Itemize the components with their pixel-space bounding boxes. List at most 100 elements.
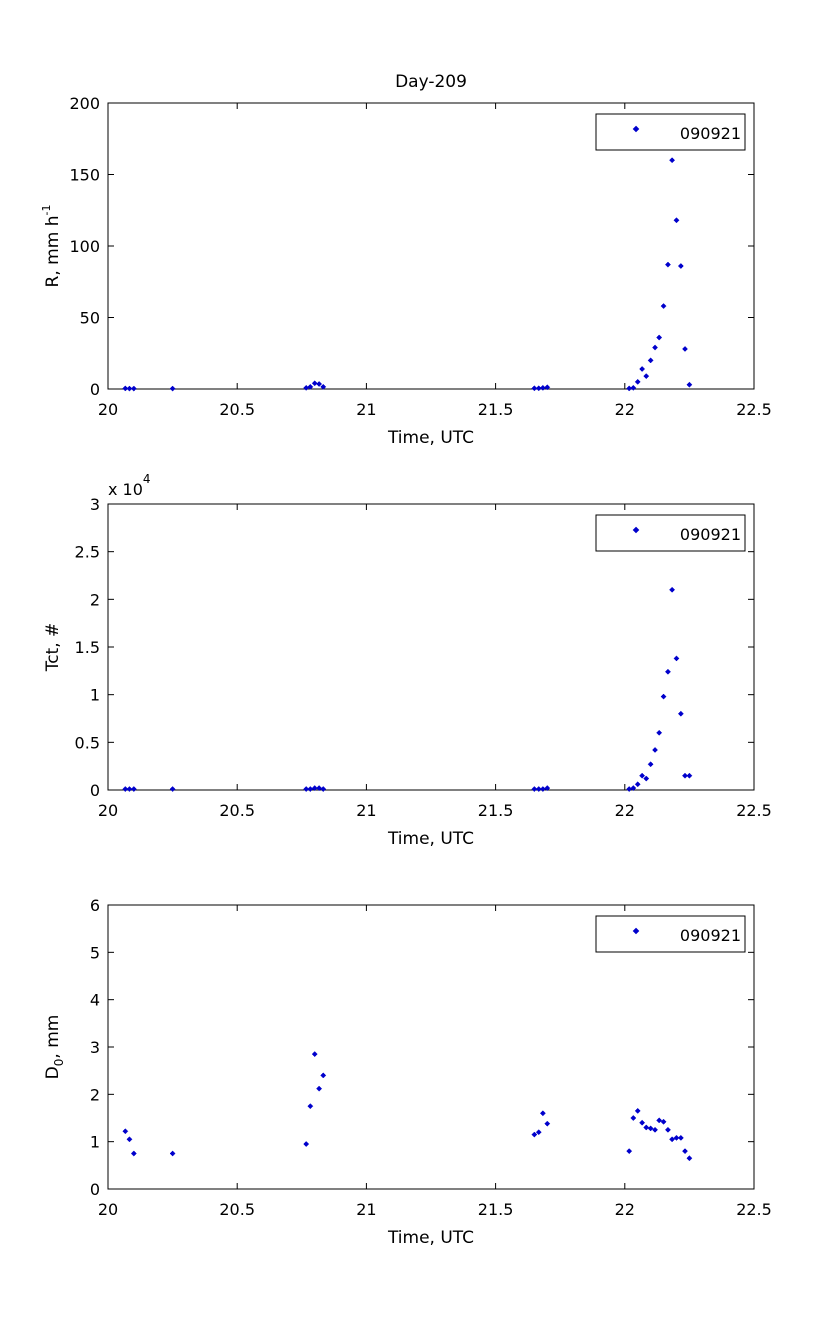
data-point [682,772,688,779]
y-tick-label: 2.5 [75,543,100,562]
data-point [643,775,650,782]
data-point [531,1131,538,1138]
legend: 090921 [595,915,746,953]
x-tick-label: 21.5 [478,400,514,419]
data-point [535,786,542,793]
y-tick-label: 0 [90,380,100,399]
data-point [311,1051,318,1058]
x-tick-label: 22 [615,801,635,820]
x-tick-label: 20.5 [219,400,255,419]
x-tick-label: 21 [356,801,376,820]
data-point [660,693,667,700]
x-tick-label: 20 [98,400,118,419]
data-point [169,786,176,793]
legend-box [595,514,746,552]
data-point [531,786,538,793]
data-point [130,385,137,392]
data-point [639,1119,646,1126]
data-point [122,385,129,392]
data-point [643,373,650,380]
data-point [656,1117,663,1124]
data-point [656,729,663,736]
data-point [652,344,658,351]
data-point [652,747,658,753]
data-point [686,381,693,388]
x-tick-label: 22.5 [736,1200,772,1219]
data-point [303,384,310,391]
y-tick-label: 1 [90,686,100,705]
data-point [126,786,133,793]
data-point [673,655,680,662]
x-axis-label: Time, UTC [387,1228,474,1248]
legend-marker [632,526,640,534]
y-tick-label: 150 [69,166,100,185]
data-point [630,785,637,792]
data-point [660,1118,667,1125]
data-point [673,1134,680,1141]
legend-marker [632,125,640,133]
y-tick-label: 6 [90,896,100,915]
series-090921 [122,1051,693,1162]
y-axis-label: Tct, # [43,623,63,673]
x-tick-label: 22 [615,400,635,419]
data-point [682,1148,688,1155]
data-point [169,385,176,392]
data-point [643,1124,650,1131]
data-point [639,772,646,779]
legend-marker [632,927,640,935]
data-point [311,785,318,792]
data-point [320,786,327,793]
data-point [539,384,546,391]
data-point [664,1126,671,1133]
data-point [664,261,671,268]
data-point [626,1148,633,1155]
data-point [316,1085,323,1092]
series-090921 [122,586,693,793]
legend-label: 090921 [680,926,741,945]
data-point [316,381,323,387]
data-point [126,385,133,392]
y-tick-label: 2 [90,1085,100,1104]
data-point [669,586,676,593]
x-tick-label: 21.5 [478,801,514,820]
data-point [122,786,129,793]
chart-panel-1: 20 20.5 21 21.5 22 22.5 0 50 100 150 200 Time, UTC R… [40,72,772,448]
data-point [130,786,137,793]
data-point [535,1129,542,1136]
data-point [660,303,667,310]
data-point [634,1107,641,1114]
legend-box [595,113,746,151]
data-point [320,1072,327,1079]
data-point [647,1125,654,1132]
y-tick-label: 1 [90,1133,100,1152]
y-tick-label: 0 [90,1180,100,1199]
data-point [634,378,641,385]
data-point [303,786,310,793]
data-point [682,346,688,352]
data-point [626,786,633,793]
data-point [316,785,323,792]
y-tick-label: 5 [90,943,100,962]
data-point [311,380,318,387]
data-point [673,217,680,224]
chart-panel-3: 20 20.5 21 21.5 22 22.5 0 1 2 3 4 5 6 Time, UTC D0, mm… [43,896,772,1248]
y-tick-label: 0 [90,781,100,800]
x-tick-label: 22.5 [736,400,772,419]
data-point [539,786,546,793]
data-point [303,1141,310,1147]
legend-label: 090921 [680,124,741,143]
legend-box [595,915,746,953]
data-point [677,263,684,269]
data-point [634,781,641,788]
data-point [669,157,676,164]
legend: 090921 [595,514,746,552]
data-point [639,366,646,372]
legend: 090921 [595,113,746,151]
data-point [307,383,314,390]
y-tick-label: 0.5 [75,733,100,752]
data-point [647,357,654,364]
x-tick-label: 20.5 [219,1200,255,1219]
data-point [686,772,693,779]
data-point [677,1134,684,1141]
